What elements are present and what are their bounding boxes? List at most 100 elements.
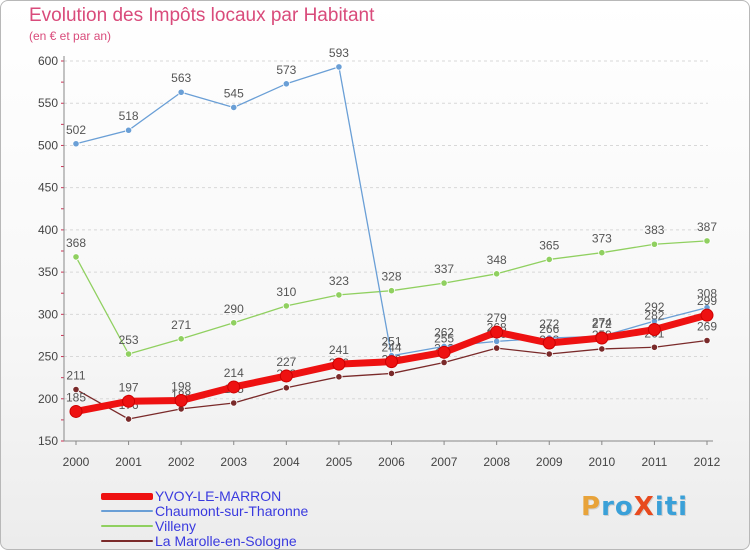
legend-label: Villeny (155, 518, 196, 534)
data-label-villeny: 373 (592, 232, 612, 246)
data-point-villeny (124, 350, 133, 358)
data-label-yvoy-le-marron: 279 (487, 311, 507, 325)
data-label-villeny: 383 (644, 223, 664, 237)
data-point-chaumont-sur-tharonne (493, 337, 501, 345)
data-label-yvoy-le-marron: 198 (171, 379, 191, 393)
data-point-yvoy-le-marron (279, 369, 293, 383)
legend-swatch (101, 510, 153, 512)
data-point-la-marolle-en-sologne (72, 385, 80, 394)
data-point-villeny (493, 270, 501, 278)
data-label-yvoy-le-marron: 227 (276, 355, 296, 369)
data-label-chaumont-sur-tharonne: 251 (381, 335, 401, 349)
data-point-villeny (282, 302, 290, 310)
legend-label: YVOY-LE-MARRON (155, 488, 282, 504)
data-point-villeny (177, 335, 185, 343)
logo-letter: X (633, 492, 655, 522)
data-label-villeny: 310 (276, 285, 296, 299)
data-label-yvoy-le-marron: 299 (697, 294, 717, 308)
x-tick-label: 2009 (536, 455, 563, 469)
data-point-yvoy-le-marron (332, 357, 346, 371)
data-point-chaumont-sur-tharonne (72, 140, 80, 148)
data-point-chaumont-sur-tharonne (282, 80, 290, 88)
data-label-chaumont-sur-tharonne: 502 (66, 123, 86, 137)
data-point-yvoy-le-marron (542, 336, 556, 350)
proxiti-logo: ProXiti (581, 492, 688, 522)
y-tick-label: 300 (38, 307, 58, 321)
data-point-yvoy-le-marron (437, 345, 451, 359)
data-label-villeny: 328 (381, 270, 401, 284)
data-label-chaumont-sur-tharonne: 573 (276, 63, 296, 77)
legend-item: Villeny (101, 518, 196, 534)
x-tick-label: 2005 (326, 455, 353, 469)
legend-swatch (101, 540, 153, 542)
data-label-villeny: 368 (66, 236, 86, 250)
data-label-chaumont-sur-tharonne: 272 (539, 317, 559, 331)
x-tick-label: 2001 (115, 455, 142, 469)
logo-letter: P (581, 492, 602, 522)
data-label-yvoy-le-marron: 241 (329, 343, 349, 357)
legend-item: La Marolle-en-Sologne (101, 533, 297, 549)
legend-label: La Marolle-en-Sologne (155, 533, 297, 549)
logo-letter: o (614, 492, 634, 522)
x-tick-label: 2003 (220, 455, 247, 469)
data-label-yvoy-le-marron: 185 (66, 390, 86, 404)
data-point-yvoy-le-marron (595, 331, 609, 345)
y-tick-label: 400 (38, 223, 58, 237)
data-point-la-marolle-en-sologne (282, 384, 290, 392)
x-tick-label: 2007 (431, 455, 458, 469)
data-point-villeny (545, 255, 553, 264)
data-label-yvoy-le-marron: 255 (434, 331, 454, 345)
y-tick-label: 150 (38, 434, 58, 448)
data-label-chaumont-sur-tharonne: 292 (644, 300, 664, 314)
data-point-yvoy-le-marron (647, 323, 661, 337)
y-tick-label: 350 (38, 265, 58, 279)
x-tick-label: 2000 (63, 455, 90, 469)
x-tick-label: 2012 (694, 455, 721, 469)
data-point-yvoy-le-marron (227, 380, 241, 394)
data-label-yvoy-le-marron: 214 (224, 366, 244, 380)
y-tick-label: 600 (38, 54, 58, 68)
data-label-villeny: 365 (539, 238, 559, 252)
legend-swatch (101, 492, 153, 500)
y-tick-label: 250 (38, 350, 58, 364)
data-point-la-marolle-en-sologne (493, 344, 501, 352)
legend-swatch (101, 525, 153, 527)
data-point-yvoy-le-marron (174, 393, 188, 407)
data-point-la-marolle-en-sologne (335, 373, 343, 381)
data-label-chaumont-sur-tharonne: 262 (434, 325, 454, 339)
data-point-yvoy-le-marron (122, 394, 136, 408)
data-label-chaumont-sur-tharonne: 518 (119, 109, 139, 123)
data-label-yvoy-le-marron: 272 (592, 317, 612, 331)
logo-letter: i (678, 492, 689, 522)
data-point-villeny (598, 249, 606, 257)
x-tick-label: 2004 (273, 455, 300, 469)
legend-item: Chaumont-sur-Tharonne (101, 503, 308, 519)
data-point-villeny (650, 240, 659, 248)
data-point-yvoy-le-marron (490, 325, 504, 339)
x-tick-label: 2011 (642, 455, 668, 469)
data-label-villeny: 271 (171, 318, 191, 332)
data-label-yvoy-le-marron: 197 (119, 380, 139, 394)
logo-letter: r (601, 492, 615, 522)
data-label-chaumont-sur-tharonne: 593 (329, 46, 349, 60)
data-label-chaumont-sur-tharonne: 545 (224, 86, 244, 100)
series-line-chaumont-sur-tharonne (75, 66, 708, 357)
data-label-villeny: 337 (434, 262, 454, 276)
x-tick-label: 2002 (168, 455, 195, 469)
data-point-la-marolle-en-sologne (124, 415, 133, 423)
data-point-yvoy-le-marron (69, 404, 83, 418)
data-point-villeny (703, 237, 711, 245)
data-label-chaumont-sur-tharonne: 274 (592, 315, 612, 329)
data-label-villeny: 323 (329, 274, 349, 288)
data-point-villeny (335, 291, 343, 299)
logo-letter: t (664, 492, 679, 522)
data-point-chaumont-sur-tharonne (335, 63, 343, 71)
data-label-yvoy-le-marron: 244 (381, 341, 401, 355)
data-label-la-marolle-en-sologne: 211 (66, 368, 85, 382)
data-point-chaumont-sur-tharonne (177, 88, 185, 96)
data-point-chaumont-sur-tharonne (230, 103, 238, 112)
data-point-la-marolle-en-sologne (650, 343, 659, 351)
y-tick-label: 550 (38, 96, 58, 110)
